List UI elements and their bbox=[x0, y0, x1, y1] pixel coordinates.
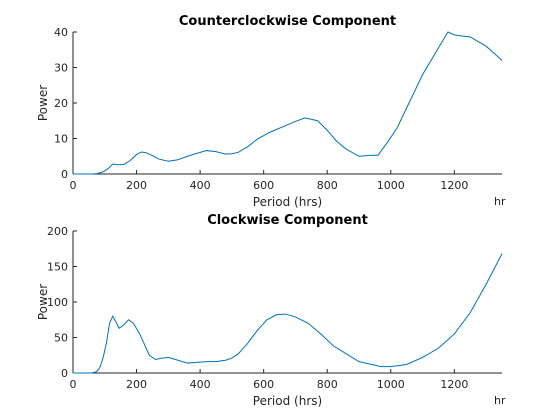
top-y-axis-label: Power bbox=[36, 85, 50, 121]
bottom-x-tick-label: 200 bbox=[126, 378, 147, 391]
top-x-tick-label: 800 bbox=[317, 179, 338, 192]
bottom-subplot: Clockwise Component Period (hrs) Power h… bbox=[36, 213, 506, 408]
bottom-y-tick-label: 200 bbox=[47, 225, 68, 238]
top-x-tick-label: 600 bbox=[253, 179, 274, 192]
bottom-y-tick-label: 150 bbox=[47, 261, 68, 274]
bottom-chart-title: Clockwise Component bbox=[207, 213, 368, 228]
top-x-tick-label: 400 bbox=[190, 179, 211, 192]
top-x-axis-label: Period (hrs) bbox=[253, 195, 322, 209]
bottom-x-axis-label: Period (hrs) bbox=[253, 394, 322, 408]
bottom-x-tick-label: 800 bbox=[317, 378, 338, 391]
top-x-tick-label: 1200 bbox=[440, 179, 468, 192]
top-x-tick-label: 1000 bbox=[377, 179, 405, 192]
bottom-y-tick-label: 50 bbox=[54, 332, 68, 345]
top-x-tick-label: 200 bbox=[126, 179, 147, 192]
top-y-tick-label: 30 bbox=[54, 62, 68, 75]
bottom-y-tick-label: 100 bbox=[47, 296, 68, 309]
top-y-tick-label: 0 bbox=[61, 168, 68, 181]
bottom-x-tick-label: 400 bbox=[190, 378, 211, 391]
bottom-series-line bbox=[73, 254, 502, 373]
top-chart-title: Counterclockwise Component bbox=[179, 14, 396, 29]
bottom-x-tick-label: 1000 bbox=[377, 378, 405, 391]
top-x-unit-label: hr bbox=[494, 195, 506, 208]
bottom-x-tick-label: 600 bbox=[253, 378, 274, 391]
bottom-x-unit-label: hr bbox=[494, 394, 506, 407]
top-y-tick-label: 40 bbox=[54, 26, 68, 39]
top-y-tick-label: 20 bbox=[54, 97, 68, 110]
top-y-tick-label: 10 bbox=[54, 133, 68, 146]
bottom-y-tick-label: 0 bbox=[61, 367, 68, 380]
bottom-x-tick-label: 0 bbox=[70, 378, 77, 391]
top-subplot: Counterclockwise Component Period (hrs) … bbox=[36, 14, 506, 209]
bottom-x-tick-label: 1200 bbox=[440, 378, 468, 391]
top-x-tick-label: 0 bbox=[70, 179, 77, 192]
top-series-line bbox=[73, 32, 502, 174]
